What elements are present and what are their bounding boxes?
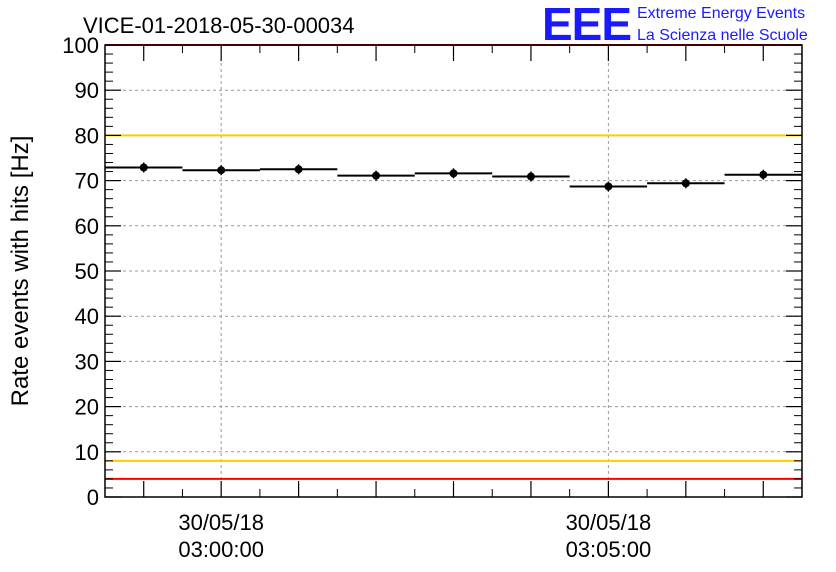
eee-logo: EEE Extreme Energy Events La Scienza nel… bbox=[542, 0, 808, 50]
data-point bbox=[604, 182, 613, 191]
grid-lines bbox=[105, 45, 802, 497]
x-tick-label-date: 30/05/18 bbox=[566, 510, 652, 535]
y-tick-label: 60 bbox=[75, 214, 99, 239]
data-point bbox=[372, 171, 381, 180]
x-tick-label-date: 30/05/18 bbox=[178, 510, 264, 535]
eee-logo-mark: EEE bbox=[542, 0, 631, 50]
plot-frame bbox=[104, 44, 803, 498]
y-tick-label: 100 bbox=[62, 33, 99, 58]
y-tick-label: 30 bbox=[75, 349, 99, 374]
y-tick-label: 10 bbox=[75, 440, 99, 465]
x-tick-label-time: 03:05:00 bbox=[566, 537, 652, 562]
chart-title: VICE-01-2018-05-30-00034 bbox=[83, 13, 355, 38]
y-tick-label: 90 bbox=[75, 78, 99, 103]
x-tick-label-time: 03:00:00 bbox=[178, 537, 264, 562]
y-tick-label: 20 bbox=[75, 395, 99, 420]
data-point bbox=[217, 166, 226, 175]
data-point bbox=[449, 169, 458, 178]
reference-lines bbox=[105, 44, 802, 480]
y-tick-label: 0 bbox=[87, 485, 99, 510]
y-tick-labels: 0 10 20 30 40 50 60 70 80 90 100 bbox=[62, 33, 99, 510]
data-point bbox=[759, 170, 768, 179]
data-points bbox=[105, 162, 802, 192]
data-point bbox=[139, 163, 148, 172]
eee-logo-line2: La Scienza nelle Scuole bbox=[637, 27, 808, 44]
data-point bbox=[526, 172, 535, 181]
data-point bbox=[681, 179, 690, 188]
y-axis-label: Rate events with hits [Hz] bbox=[7, 136, 34, 407]
eee-logo-line1: Extreme Energy Events bbox=[637, 5, 805, 22]
y-tick-label: 40 bbox=[75, 304, 99, 329]
y-tick-label: 50 bbox=[75, 259, 99, 284]
data-point bbox=[294, 165, 303, 174]
y-tick-label: 70 bbox=[75, 169, 99, 194]
y-tick-label: 80 bbox=[75, 123, 99, 148]
